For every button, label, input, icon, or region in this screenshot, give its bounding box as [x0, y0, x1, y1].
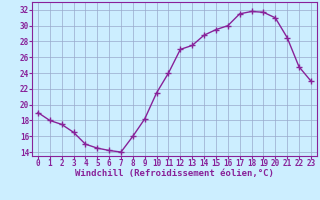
X-axis label: Windchill (Refroidissement éolien,°C): Windchill (Refroidissement éolien,°C)	[75, 169, 274, 178]
